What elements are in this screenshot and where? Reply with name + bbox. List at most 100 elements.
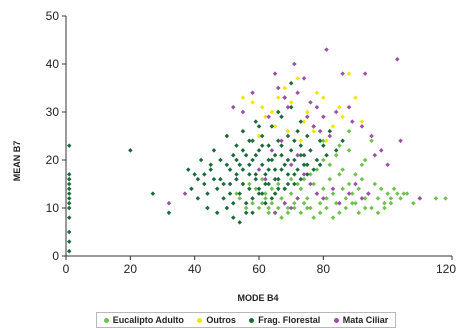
x-tick-label: 0 bbox=[63, 262, 70, 276]
point-frag-florestal bbox=[256, 124, 262, 129]
point-frag-florestal bbox=[250, 196, 255, 201]
point-frag-florestal bbox=[314, 157, 320, 163]
point-frag-florestal bbox=[272, 191, 278, 196]
point-frag-florestal bbox=[308, 148, 313, 153]
point-frag-florestal bbox=[279, 167, 284, 172]
point-frag-florestal bbox=[234, 176, 239, 182]
point-frag-florestal bbox=[240, 128, 246, 134]
point-mata-ciliar bbox=[288, 205, 294, 211]
point-mata-ciliar bbox=[398, 138, 403, 144]
data-points bbox=[66, 47, 448, 254]
point-frag-florestal bbox=[259, 133, 265, 139]
point-eucalipto-adulto bbox=[311, 181, 316, 187]
point-frag-florestal bbox=[321, 143, 326, 148]
point-frag-florestal bbox=[250, 157, 255, 163]
point-frag-florestal bbox=[208, 162, 214, 168]
point-frag-florestal bbox=[202, 172, 207, 177]
point-frag-florestal bbox=[231, 200, 236, 206]
point-frag-florestal bbox=[266, 167, 271, 172]
legend-label: Frag. Florestal bbox=[258, 315, 321, 325]
point-mata-ciliar bbox=[288, 162, 294, 168]
point-frag-florestal bbox=[292, 181, 297, 187]
point-frag-florestal bbox=[285, 172, 291, 177]
point-mata-ciliar bbox=[330, 186, 336, 192]
point-eucalipto-adulto bbox=[346, 128, 352, 134]
point-frag-florestal bbox=[66, 229, 72, 235]
point-frag-florestal bbox=[66, 172, 72, 177]
point-frag-florestal bbox=[66, 181, 72, 187]
point-eucalipto-adulto bbox=[356, 186, 361, 192]
point-mata-ciliar bbox=[272, 71, 278, 76]
point-frag-florestal bbox=[237, 220, 242, 225]
point-frag-florestal bbox=[243, 200, 249, 206]
point-frag-florestal bbox=[243, 152, 249, 158]
point-mata-ciliar bbox=[378, 148, 384, 153]
point-frag-florestal bbox=[234, 143, 239, 148]
legend-label: Outros bbox=[206, 315, 236, 325]
point-frag-florestal bbox=[295, 128, 300, 134]
point-mata-ciliar bbox=[256, 167, 262, 172]
point-outros bbox=[288, 100, 294, 105]
point-frag-florestal bbox=[240, 167, 246, 172]
point-frag-florestal bbox=[276, 176, 281, 182]
point-frag-florestal bbox=[285, 181, 291, 187]
point-eucalipto-adulto bbox=[385, 191, 390, 196]
point-mata-ciliar bbox=[314, 191, 320, 196]
point-eucalipto-adulto bbox=[317, 200, 323, 206]
y-tick-label: 40 bbox=[46, 57, 60, 71]
point-mata-ciliar bbox=[417, 196, 423, 201]
legend-item-mata-ciliar: Mata Ciliar bbox=[333, 315, 389, 325]
point-eucalipto-adulto bbox=[346, 181, 352, 187]
point-eucalipto-adulto bbox=[443, 196, 448, 201]
point-frag-florestal bbox=[272, 152, 278, 158]
point-mata-ciliar bbox=[295, 152, 300, 158]
point-frag-florestal bbox=[192, 172, 197, 177]
point-eucalipto-adulto bbox=[398, 196, 403, 201]
legend-swatch bbox=[197, 317, 203, 323]
point-outros bbox=[314, 90, 320, 96]
point-eucalipto-adulto bbox=[340, 167, 345, 172]
point-mata-ciliar bbox=[292, 61, 297, 67]
point-frag-florestal bbox=[263, 181, 268, 187]
point-mata-ciliar bbox=[333, 109, 339, 115]
point-mata-ciliar bbox=[279, 138, 284, 144]
point-frag-florestal bbox=[205, 205, 210, 211]
y-tick-label: 0 bbox=[52, 249, 59, 263]
x-axis-title: MODE B4 bbox=[237, 293, 278, 303]
point-eucalipto-adulto bbox=[353, 172, 358, 177]
point-frag-florestal bbox=[263, 172, 268, 177]
point-eucalipto-adulto bbox=[411, 200, 416, 206]
point-mata-ciliar bbox=[282, 95, 287, 100]
point-eucalipto-adulto bbox=[269, 200, 275, 206]
point-frag-florestal bbox=[211, 148, 217, 153]
point-outros bbox=[276, 95, 281, 100]
point-frag-florestal bbox=[218, 176, 223, 182]
point-eucalipto-adulto bbox=[353, 200, 358, 206]
point-frag-florestal bbox=[224, 133, 230, 139]
point-eucalipto-adulto bbox=[298, 210, 304, 216]
point-eucalipto-adulto bbox=[337, 143, 342, 148]
point-mata-ciliar bbox=[295, 90, 300, 96]
point-eucalipto-adulto bbox=[324, 196, 329, 201]
point-outros bbox=[250, 100, 255, 105]
point-mata-ciliar bbox=[353, 181, 358, 187]
x-tick-label: 120 bbox=[436, 262, 456, 276]
point-eucalipto-adulto bbox=[356, 210, 361, 216]
point-frag-florestal bbox=[295, 167, 300, 172]
point-mata-ciliar bbox=[311, 124, 316, 129]
point-mata-ciliar bbox=[295, 196, 300, 201]
x-ticks: 0 20 40 60 80 120 bbox=[63, 256, 456, 276]
point-frag-florestal bbox=[256, 148, 262, 153]
legend-label: Mata Ciliar bbox=[342, 315, 389, 325]
point-frag-florestal bbox=[250, 138, 255, 144]
point-eucalipto-adulto bbox=[269, 186, 275, 192]
point-eucalipto-adulto bbox=[375, 196, 381, 201]
point-frag-florestal bbox=[128, 148, 133, 153]
point-frag-florestal bbox=[259, 191, 265, 196]
point-mata-ciliar bbox=[282, 200, 287, 206]
point-eucalipto-adulto bbox=[276, 205, 281, 211]
point-eucalipto-adulto bbox=[337, 210, 342, 216]
point-eucalipto-adulto bbox=[298, 186, 304, 192]
point-frag-florestal bbox=[231, 152, 236, 158]
legend-label: Eucalipto Adulto bbox=[112, 315, 184, 325]
